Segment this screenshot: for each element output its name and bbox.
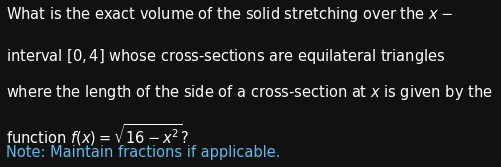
Text: What is the exact volume of the solid stretching over the $\mathit{x}-$: What is the exact volume of the solid st… — [6, 5, 453, 24]
Text: function $f\left(x\right) = \sqrt{16-x^2}$?: function $f\left(x\right) = \sqrt{16-x^2… — [6, 122, 189, 148]
Text: interval $\left[0,4\right]$ whose cross-sections are equilateral triangles: interval $\left[0,4\right]$ whose cross-… — [6, 47, 445, 66]
Text: where the length of the side of a cross-section at $\mathit{x}$ is given by the: where the length of the side of a cross-… — [6, 84, 493, 103]
Text: Note: Maintain fractions if applicable.: Note: Maintain fractions if applicable. — [6, 145, 281, 160]
